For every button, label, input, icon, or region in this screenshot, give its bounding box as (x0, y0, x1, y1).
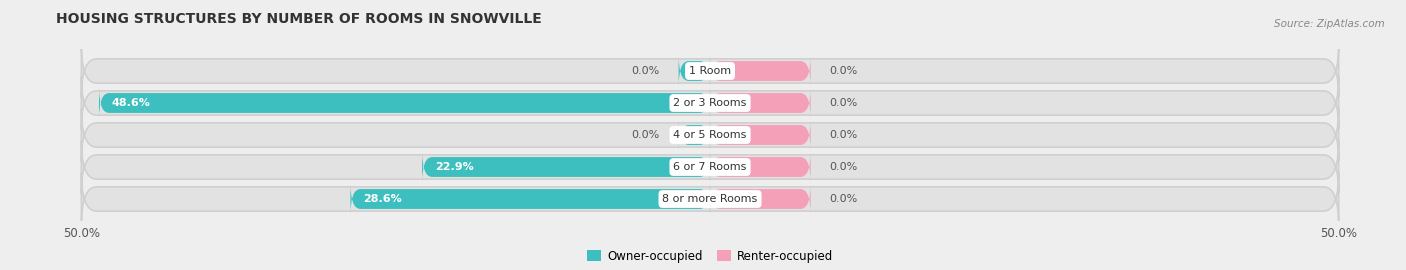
Text: 0.0%: 0.0% (830, 98, 858, 108)
Text: 28.6%: 28.6% (363, 194, 402, 204)
FancyBboxPatch shape (710, 183, 811, 215)
Text: HOUSING STRUCTURES BY NUMBER OF ROOMS IN SNOWVILLE: HOUSING STRUCTURES BY NUMBER OF ROOMS IN… (56, 12, 541, 26)
Text: 48.6%: 48.6% (111, 98, 150, 108)
Text: 6 or 7 Rooms: 6 or 7 Rooms (673, 162, 747, 172)
FancyBboxPatch shape (710, 87, 811, 119)
FancyBboxPatch shape (679, 55, 710, 87)
Text: 0.0%: 0.0% (830, 66, 858, 76)
Text: 0.0%: 0.0% (631, 66, 659, 76)
Text: 8 or more Rooms: 8 or more Rooms (662, 194, 758, 204)
Text: 0.0%: 0.0% (830, 130, 858, 140)
Text: 0.0%: 0.0% (830, 194, 858, 204)
FancyBboxPatch shape (422, 151, 710, 183)
FancyBboxPatch shape (679, 119, 710, 151)
FancyBboxPatch shape (82, 77, 1339, 129)
FancyBboxPatch shape (710, 151, 811, 183)
Text: 0.0%: 0.0% (631, 130, 659, 140)
FancyBboxPatch shape (350, 183, 710, 215)
FancyBboxPatch shape (82, 45, 1339, 97)
Text: 2 or 3 Rooms: 2 or 3 Rooms (673, 98, 747, 108)
Text: 4 or 5 Rooms: 4 or 5 Rooms (673, 130, 747, 140)
FancyBboxPatch shape (82, 173, 1339, 225)
FancyBboxPatch shape (710, 119, 811, 151)
FancyBboxPatch shape (98, 87, 710, 119)
FancyBboxPatch shape (82, 141, 1339, 193)
Text: Source: ZipAtlas.com: Source: ZipAtlas.com (1274, 19, 1385, 29)
Text: 22.9%: 22.9% (434, 162, 474, 172)
FancyBboxPatch shape (710, 55, 811, 87)
Text: 1 Room: 1 Room (689, 66, 731, 76)
Legend: Owner-occupied, Renter-occupied: Owner-occupied, Renter-occupied (582, 245, 838, 267)
Text: 0.0%: 0.0% (830, 162, 858, 172)
FancyBboxPatch shape (82, 109, 1339, 161)
